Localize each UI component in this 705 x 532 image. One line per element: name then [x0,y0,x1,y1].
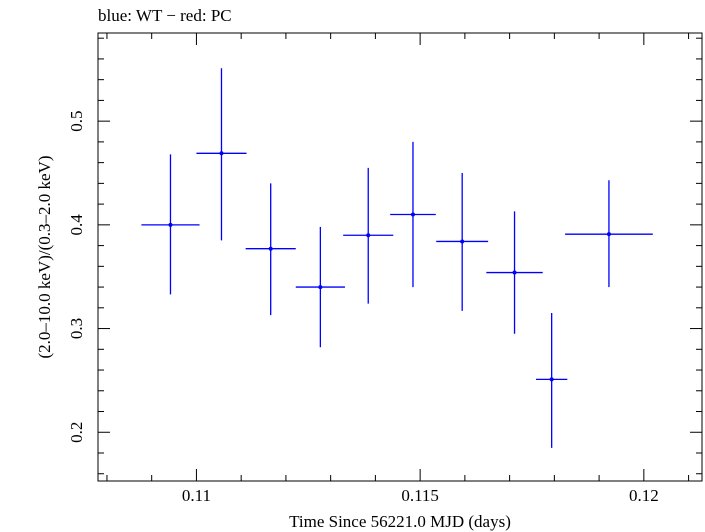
point-marker [512,270,517,275]
chart-title: blue: WT − red: PC [98,6,232,25]
tick-marks [98,33,702,481]
data-point [343,167,394,304]
data-point [245,183,296,316]
y-tick-label: 0.3 [67,318,86,339]
y-axis-label: (2.0–10.0 keV)/(0.3–2.0 keV) [35,155,54,358]
point-marker [366,233,371,238]
y-tick-label: 0.4 [67,214,86,236]
y-tick-label: 0.2 [67,422,86,443]
point-marker [318,285,323,290]
data-point [436,173,489,311]
data-point [196,68,247,241]
data-point [390,141,436,288]
point-marker [268,246,273,251]
plot-frame [97,32,703,482]
point-marker [549,377,554,382]
x-axis-label: Time Since 56221.0 MJD (days) [289,512,511,531]
point-marker [410,212,415,217]
tick-labels: 0.11 0.115 0.12 0.2 0.3 0.4 0.5 [67,111,659,505]
data-points [141,68,653,448]
x-tick-label: 0.12 [629,486,659,505]
point-marker [219,151,224,156]
x-tick-label: 0.115 [401,486,439,505]
point-marker [168,222,173,227]
x-tick-label: 0.11 [182,486,211,505]
data-point [295,226,345,348]
data-point [486,211,543,334]
data-point [536,313,568,448]
point-marker [606,232,611,237]
data-point [141,154,200,295]
data-point [565,180,653,288]
point-marker [460,239,465,244]
y-tick-label: 0.5 [67,111,86,132]
